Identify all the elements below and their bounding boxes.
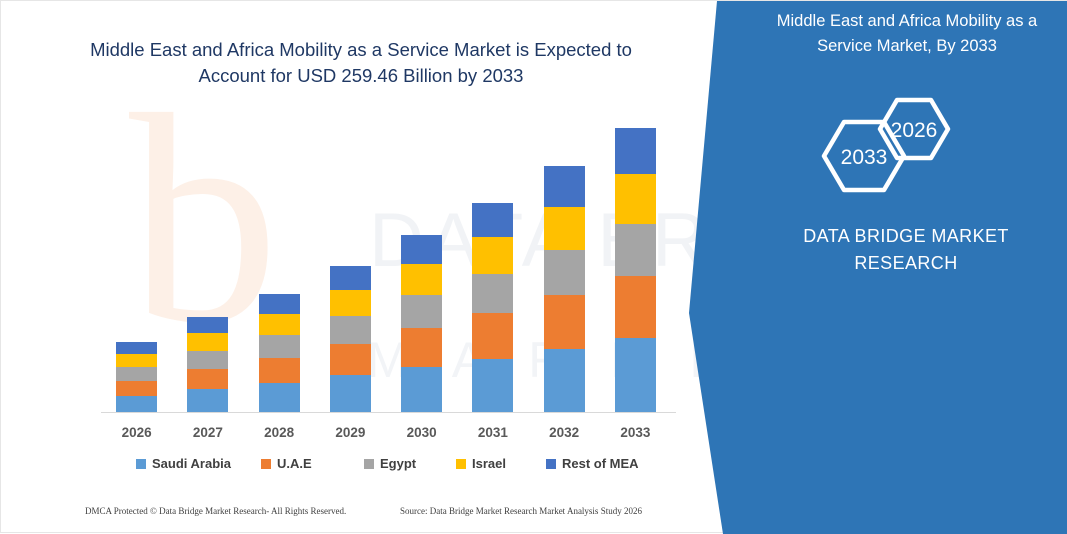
bar-segment: [472, 358, 514, 413]
footer-source: Source: Data Bridge Market Research Mark…: [400, 506, 642, 516]
bar-column: [329, 266, 371, 413]
bar-segment: [116, 395, 158, 413]
bar-segment: [543, 166, 585, 207]
logo-hexagons: 2033 2026: [804, 96, 1004, 216]
bar-segment: [472, 274, 514, 314]
x-axis-tick-label: 2032: [549, 425, 580, 440]
hexagon-2033-label: 2033: [841, 146, 888, 169]
brand-panel-content: Middle East and Africa Mobility as a Ser…: [746, 1, 1067, 534]
bar-column: [472, 202, 514, 413]
panel-title: Middle East and Africa Mobility as a Ser…: [776, 12, 1038, 55]
bar-segment: [401, 328, 443, 367]
bar-segment: [614, 223, 656, 277]
x-axis-tick-label: 2027: [192, 425, 223, 440]
bar-segment: [543, 348, 585, 413]
bar-segment: [116, 380, 158, 396]
bar-segment: [543, 295, 585, 349]
bar-segment: [472, 313, 514, 359]
x-axis-tick-label: 2026: [121, 425, 152, 440]
x-axis-tick-label: 2028: [264, 425, 295, 440]
chart-title: Middle East and Africa Mobility as a Ser…: [90, 39, 632, 86]
legend-label: Rest of MEA: [562, 456, 639, 471]
bar-segment: [258, 335, 300, 358]
bar-segment: [187, 368, 229, 389]
legend-label: U.A.E: [277, 456, 312, 471]
bar-column: [614, 128, 656, 413]
legend-swatch: [261, 458, 271, 469]
bar-segment: [401, 234, 443, 264]
bar-segment: [258, 294, 300, 315]
stacked-bar-chart: [101, 128, 671, 413]
bar-column: [401, 234, 443, 413]
bar-column: [543, 166, 585, 413]
brand-name: DATA BRIDGE MARKET RESEARCH: [746, 223, 1066, 277]
footer-copyright: DMCA Protected © Data Bridge Market Rese…: [85, 506, 347, 516]
bar-segment: [329, 290, 371, 317]
bar-segment: [258, 357, 300, 383]
legend-item[interactable]: Saudi Arabia: [136, 456, 231, 471]
x-axis-line: [101, 412, 676, 413]
legend-label: Israel: [472, 456, 506, 471]
bar-segment: [329, 316, 371, 344]
bar-segment: [614, 128, 656, 175]
bar-column: [187, 317, 229, 413]
legend-item[interactable]: Egypt: [364, 456, 416, 471]
bar-segment: [116, 341, 158, 354]
bar-segment: [401, 366, 443, 413]
bar-segment: [187, 388, 229, 413]
hexagon-2026-shape: [877, 97, 951, 161]
x-axis-tick-label: 2031: [477, 425, 508, 440]
legend-label: Saudi Arabia: [152, 456, 231, 471]
bar-column: [116, 341, 158, 413]
bar-segment: [472, 202, 514, 237]
bar-segment: [187, 350, 229, 369]
x-axis-tick-label: 2033: [620, 425, 651, 440]
bar-segment: [116, 353, 158, 367]
bar-segment: [543, 206, 585, 250]
x-axis-tick-label: 2030: [406, 425, 437, 440]
brand-line-2: RESEARCH: [854, 253, 958, 273]
bar-segment: [329, 374, 371, 413]
bar-segment: [329, 343, 371, 375]
chart-legend: Saudi Arabia U.A.E Egypt Israel Rest of MEA: [101, 456, 671, 478]
bar-segment: [329, 266, 371, 291]
bar-segment: [614, 276, 656, 339]
bar-segment: [472, 236, 514, 275]
bar-segment: [258, 314, 300, 336]
x-axis-tick-label: 2029: [335, 425, 366, 440]
bar-segment: [187, 317, 229, 334]
legend-swatch: [136, 458, 146, 469]
footer: DMCA Protected © Data Bridge Market Rese…: [1, 506, 701, 524]
x-axis-labels: 2026 2027 2028 2029 2030 2031 2032 2033: [101, 425, 671, 445]
bar-segment: [258, 382, 300, 413]
legend-item[interactable]: Israel: [456, 456, 506, 471]
bar-segment: [116, 366, 158, 381]
legend-swatch: [456, 458, 466, 469]
hexagon-2026-label: 2026: [891, 119, 938, 142]
brand-line-1: DATA BRIDGE MARKET: [803, 226, 1009, 246]
bar-segment: [187, 333, 229, 351]
legend-swatch: [546, 458, 556, 469]
bar-segment: [401, 295, 443, 329]
bar-segment: [543, 249, 585, 296]
legend-item[interactable]: Rest of MEA: [546, 456, 639, 471]
legend-item[interactable]: U.A.E: [261, 456, 312, 471]
bar-segment: [614, 338, 656, 413]
bar-segment: [614, 174, 656, 224]
legend-label: Egypt: [380, 456, 417, 471]
bar-segment: [401, 263, 443, 296]
bar-column: [258, 294, 300, 413]
legend-swatch: [364, 458, 374, 469]
